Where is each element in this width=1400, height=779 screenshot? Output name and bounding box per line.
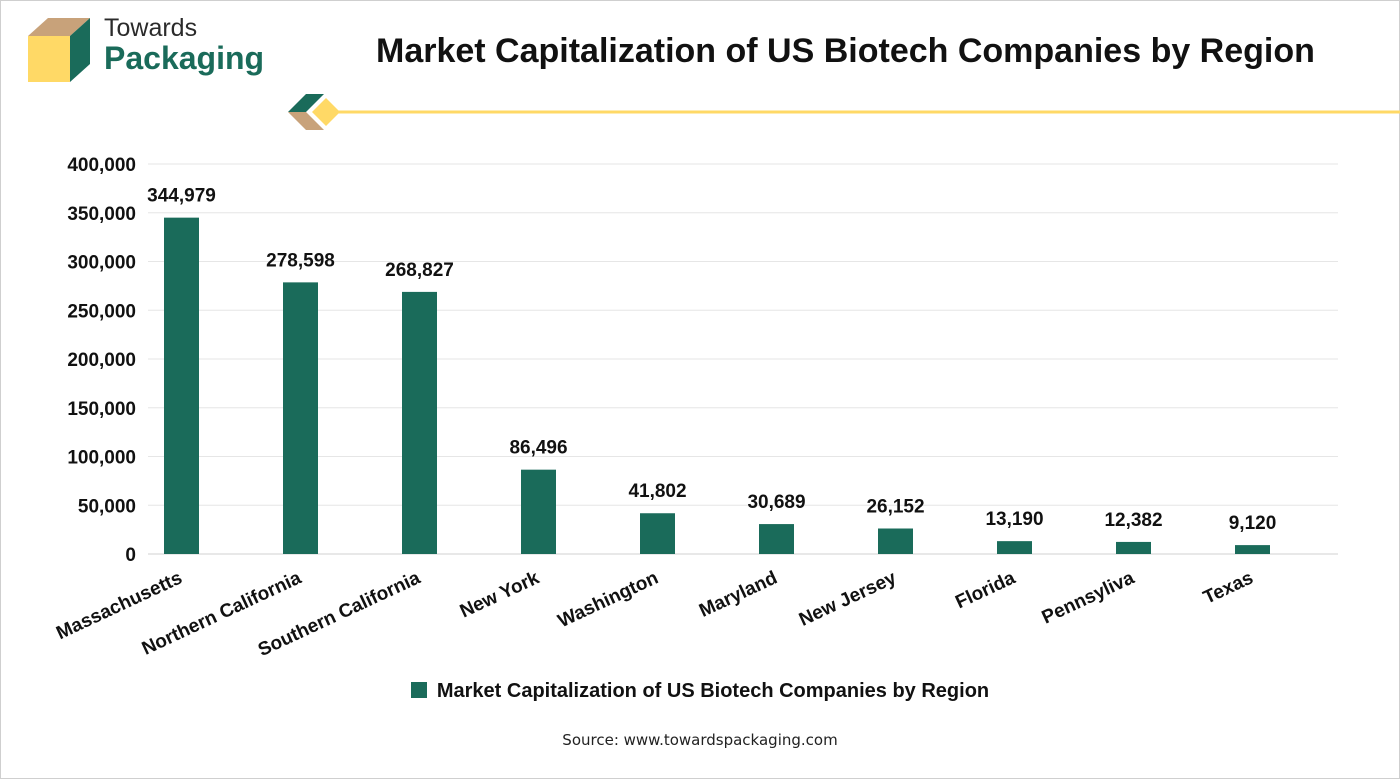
bar bbox=[402, 291, 437, 554]
brand-name-top: Towards bbox=[104, 14, 198, 42]
y-tick-label: 200,000 bbox=[67, 350, 136, 371]
bar bbox=[164, 217, 199, 554]
source-note: Source: www.towardspackaging.com bbox=[562, 731, 838, 749]
category-label: Florida bbox=[952, 567, 1019, 613]
data-label: 344,979 bbox=[147, 186, 216, 207]
y-tick-label: 0 bbox=[125, 545, 136, 566]
bar-chart: 0 50,000 100,000 150,000 200,000 250,000 300,0… bbox=[53, 155, 1338, 661]
data-label: 30,689 bbox=[747, 492, 805, 513]
bar bbox=[283, 282, 318, 554]
bar bbox=[997, 541, 1032, 554]
data-label: 278,598 bbox=[266, 250, 335, 271]
bar bbox=[521, 469, 556, 554]
legend-swatch bbox=[410, 682, 427, 698]
legend-label: Market Capitalization of US Biotech Comp… bbox=[436, 680, 990, 702]
data-label: 9,120 bbox=[1229, 513, 1277, 534]
bar bbox=[1235, 545, 1270, 554]
data-label: 26,152 bbox=[866, 497, 924, 518]
data-label: 13,190 bbox=[985, 509, 1043, 530]
legend: Market Capitalization of US Biotech Comp… bbox=[0, 680, 1400, 703]
y-tick-label: 250,000 bbox=[67, 301, 136, 322]
category-label: Texas bbox=[1200, 567, 1256, 608]
brand-name-bottom: Packaging bbox=[104, 40, 265, 76]
category-label: New York bbox=[457, 567, 543, 622]
title-divider bbox=[288, 94, 1400, 130]
y-tick-label: 50,000 bbox=[78, 496, 136, 517]
category-label: Maryland bbox=[696, 567, 780, 621]
data-label: 268,827 bbox=[385, 260, 454, 281]
data-label: 86,496 bbox=[509, 438, 567, 459]
bar bbox=[759, 524, 794, 554]
category-label: New Jersey bbox=[796, 567, 900, 630]
y-tick-label: 350,000 bbox=[67, 204, 136, 225]
category-label: Washington bbox=[555, 567, 662, 632]
y-tick-label: 100,000 bbox=[67, 448, 136, 469]
bar bbox=[640, 513, 675, 554]
data-label: 41,802 bbox=[628, 481, 686, 502]
towards-packaging-logo bbox=[28, 18, 90, 82]
y-tick-label: 300,000 bbox=[67, 253, 136, 274]
data-label: 12,382 bbox=[1104, 510, 1162, 531]
y-tick-label: 150,000 bbox=[67, 399, 136, 420]
y-tick-label: 400,000 bbox=[67, 155, 136, 176]
chart-title: Market Capitalization of US Biotech Comp… bbox=[376, 32, 1315, 70]
bar bbox=[878, 528, 913, 554]
category-label: Pennsyliva bbox=[1039, 567, 1138, 628]
bar bbox=[1116, 541, 1151, 554]
